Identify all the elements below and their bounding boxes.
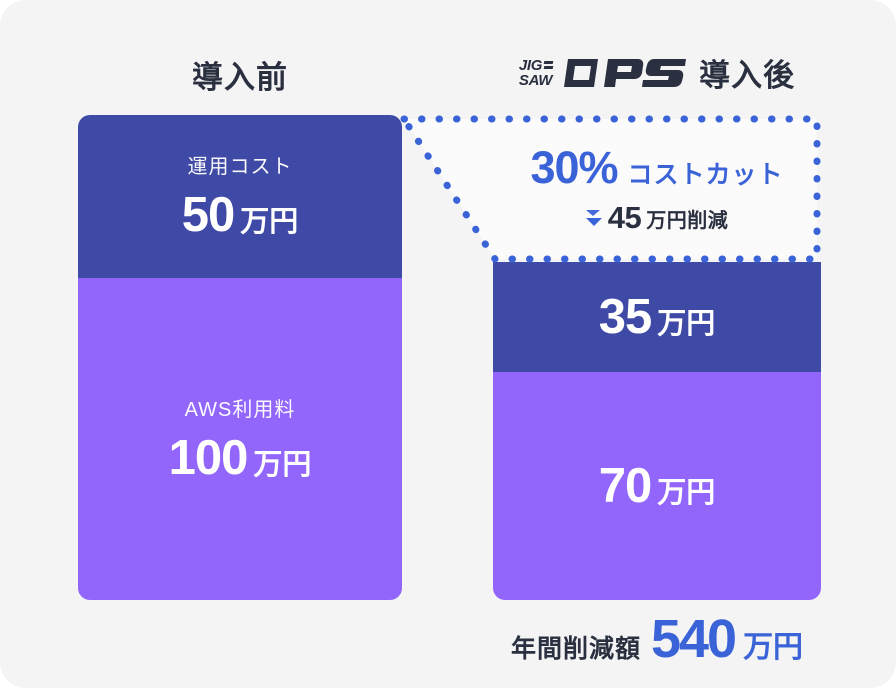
logo-saw-text: SAW (518, 71, 553, 89)
bar-before-segment-aws: AWS利用料 100 万円 (78, 278, 402, 600)
bar-after-segment-ops: 35 万円 (493, 262, 821, 372)
annual-savings-number: 540 (650, 609, 737, 669)
segment-unit: 万円 (657, 308, 716, 340)
segment-value: 100 万円 (169, 430, 312, 486)
bar-before-segment-ops: 運用コスト 50 万円 (78, 115, 402, 278)
jigsaw-ops-logo: JIG SAW (519, 55, 690, 91)
segment-unit: 万円 (253, 448, 312, 481)
segment-label: AWS利用料 (184, 398, 296, 421)
segment-unit: 万円 (240, 206, 299, 238)
header-before: 導入前 (192, 60, 288, 95)
jigsaw-wordmark: JIG SAW (518, 56, 554, 89)
segment-number: 35 (598, 290, 653, 344)
segment-unit: 万円 (657, 477, 716, 509)
bar-after-segment-aws: 70 万円 (493, 372, 821, 600)
segment-number: 50 (181, 188, 236, 242)
logo-bars-icon (543, 61, 554, 69)
cost-cut-percent: 30% (530, 142, 618, 193)
annual-savings-total: 年間削減額 540 万円 (493, 608, 821, 670)
segment-value: 35 万円 (599, 289, 716, 345)
header-after-label: 導入後 (699, 58, 796, 93)
savings-row: 45 万円削減 (585, 200, 729, 236)
cost-cut-callout: 30% コストカット 45 万円削減 (400, 115, 821, 263)
logo-jig-text: JIG (518, 56, 543, 74)
cost-cut-label: コストカット (627, 161, 784, 189)
segment-number: 100 (168, 430, 249, 485)
bar-after: 35 万円 70 万円 (493, 262, 821, 600)
bar-before: 運用コスト 50 万円 AWS利用料 100 万円 (78, 115, 402, 600)
segment-value: 70 万円 (599, 458, 716, 514)
double-chevron-down-icon (585, 210, 602, 226)
callout-content: 30% コストカット 45 万円削減 (493, 115, 821, 263)
segment-number: 70 (598, 459, 653, 513)
annual-savings-unit: 万円 (743, 631, 804, 664)
header-after: JIG SAW 導入後 (493, 50, 821, 95)
cost-cut-row: 30% コストカット (530, 142, 783, 194)
ops-logo-icon (564, 58, 687, 87)
segment-value: 50 万円 (182, 187, 299, 243)
callout-outline (400, 115, 821, 263)
annual-savings-label: 年間削減額 (510, 635, 641, 663)
savings-number: 45 (607, 200, 642, 235)
segment-label: 運用コスト (187, 156, 293, 178)
savings-unit: 万円削減 (646, 209, 729, 232)
